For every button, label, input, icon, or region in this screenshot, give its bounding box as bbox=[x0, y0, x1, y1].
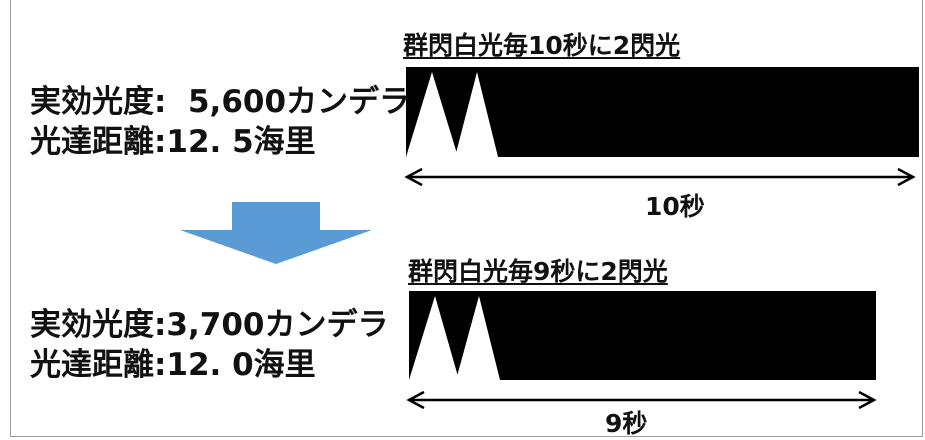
before-range-label: 光達距離 bbox=[30, 124, 154, 160]
after-range-value: 12. 0海里 bbox=[166, 347, 316, 383]
after-intensity-value: 3,700カンデラ bbox=[166, 307, 389, 343]
before-span-arrow bbox=[404, 167, 916, 187]
before-specs: 実効光度: 5,600カンデラ 光達距離:12. 5海里 bbox=[30, 82, 410, 162]
before-period-label: 10秒 bbox=[645, 192, 705, 221]
after-specs: 実効光度:3,700カンデラ 光達距離:12. 0海里 bbox=[30, 305, 388, 385]
after-intensity-line: 実効光度:3,700カンデラ bbox=[30, 307, 389, 343]
before-intensity-value: 5,600カンデラ bbox=[187, 84, 411, 120]
after-span-arrow bbox=[406, 390, 877, 410]
before-flash-2 bbox=[455, 72, 498, 157]
after-period-label: 9秒 bbox=[605, 409, 648, 438]
after-flash-1 bbox=[409, 296, 459, 380]
after-range-line: 光達距離:12. 0海里 bbox=[30, 347, 316, 383]
before-pattern-title: 群閃白光毎10秒に2閃光 bbox=[403, 31, 681, 60]
before-range-line: 光達距離:12. 5海里 bbox=[30, 124, 316, 160]
figure-frame bbox=[10, 0, 923, 437]
after-pattern-title: 群閃白光毎9秒に2閃光 bbox=[408, 257, 668, 286]
before-intensity-line: 実効光度: 5,600カンデラ bbox=[30, 84, 411, 120]
down-arrow-icon bbox=[180, 202, 372, 264]
before-flash-1 bbox=[406, 72, 458, 157]
before-range-value: 12. 5海里 bbox=[166, 124, 316, 160]
after-flash-2 bbox=[456, 296, 500, 380]
after-range-label: 光達距離 bbox=[30, 347, 154, 383]
before-intensity-label: 実効光度 bbox=[30, 84, 154, 120]
after-intensity-label: 実効光度 bbox=[30, 307, 154, 343]
